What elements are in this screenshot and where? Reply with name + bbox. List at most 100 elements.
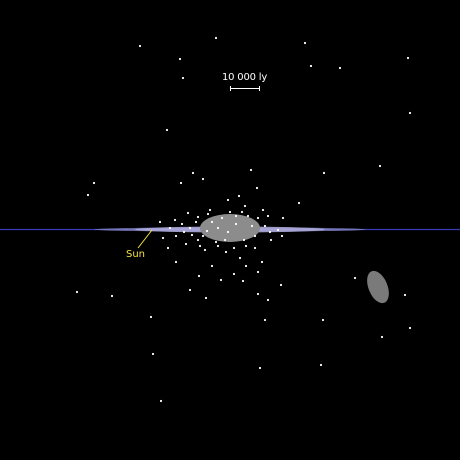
star <box>196 215 200 219</box>
star <box>161 236 165 240</box>
star <box>250 224 254 228</box>
star <box>253 246 257 250</box>
star <box>268 230 272 234</box>
sun-pointer-line <box>137 229 153 249</box>
galactic-bulge <box>200 214 260 242</box>
star <box>182 230 186 234</box>
star <box>238 256 242 260</box>
star <box>158 220 162 224</box>
scale-bar <box>230 86 260 91</box>
star <box>180 222 184 226</box>
star <box>138 44 142 48</box>
star <box>258 366 262 370</box>
star <box>206 212 210 216</box>
star <box>168 226 172 230</box>
star <box>173 218 177 222</box>
star <box>261 208 265 212</box>
star <box>226 198 230 202</box>
star <box>353 276 357 280</box>
star <box>210 220 214 224</box>
star <box>190 233 194 237</box>
star <box>246 214 250 218</box>
star <box>253 234 257 238</box>
star <box>244 244 248 248</box>
star <box>297 201 301 205</box>
star <box>228 210 232 214</box>
star <box>232 246 236 250</box>
star <box>204 296 208 300</box>
star <box>279 283 283 287</box>
star-field <box>75 36 412 403</box>
star <box>241 279 245 283</box>
star <box>216 244 220 248</box>
star <box>219 278 223 282</box>
star <box>159 399 163 403</box>
star <box>224 250 228 254</box>
star <box>269 238 273 242</box>
scale-label: 10 000 ly <box>222 72 268 83</box>
star <box>406 56 410 60</box>
star <box>249 168 253 172</box>
star <box>408 326 412 330</box>
star <box>174 260 178 264</box>
star <box>196 238 200 242</box>
star <box>184 242 188 246</box>
star <box>151 352 155 356</box>
star <box>256 270 260 274</box>
star <box>201 234 205 238</box>
star <box>408 111 412 115</box>
star <box>256 292 260 296</box>
star <box>223 238 227 242</box>
star <box>220 216 224 220</box>
star <box>266 298 270 302</box>
star <box>276 228 280 232</box>
star <box>281 216 285 220</box>
star <box>216 226 220 230</box>
star <box>240 210 244 214</box>
star <box>380 335 384 339</box>
star <box>166 246 170 250</box>
star <box>338 66 342 70</box>
star <box>403 293 407 297</box>
star <box>260 260 264 264</box>
star <box>179 181 183 185</box>
star <box>244 264 248 268</box>
star <box>321 318 325 322</box>
sun-label: Sun <box>126 249 146 260</box>
star <box>378 164 382 168</box>
star <box>181 76 185 80</box>
star <box>110 294 114 298</box>
star <box>234 222 238 226</box>
star <box>303 41 307 45</box>
star <box>322 171 326 175</box>
star <box>174 234 178 238</box>
star <box>178 57 182 61</box>
star <box>232 272 236 276</box>
star <box>188 288 192 292</box>
star <box>319 363 323 367</box>
star <box>266 214 270 218</box>
star <box>263 318 267 322</box>
star <box>226 230 230 234</box>
star <box>194 220 198 224</box>
star <box>309 64 313 68</box>
star <box>165 128 169 132</box>
star <box>205 229 209 233</box>
star <box>191 171 195 175</box>
star <box>263 224 267 228</box>
star <box>214 240 218 244</box>
star <box>186 211 190 215</box>
star <box>92 181 96 185</box>
star <box>256 216 260 220</box>
star <box>203 248 207 252</box>
star <box>255 186 259 190</box>
star <box>210 264 214 268</box>
star <box>237 194 241 198</box>
star <box>242 238 246 242</box>
star <box>188 226 192 230</box>
star <box>208 208 212 212</box>
star <box>197 274 201 278</box>
star <box>234 214 238 218</box>
star <box>280 234 284 238</box>
